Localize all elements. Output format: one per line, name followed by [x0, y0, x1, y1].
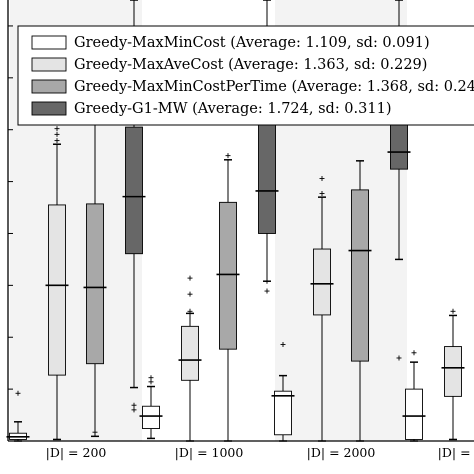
plot-frame	[7, 0, 474, 442]
outlier-marker	[225, 153, 231, 159]
box-iqr	[86, 203, 104, 365]
legend-label-greedy-g1-mw: Greedy-G1-MW (Average: 1.724, sd: 0.311)	[74, 101, 391, 117]
outlier-marker	[280, 341, 286, 347]
legend-swatch-greedy-g1-mw	[31, 101, 67, 116]
box-iqr	[125, 126, 143, 255]
outlier-marker	[411, 350, 417, 356]
box-greedy-maxmincostpertime-d-2000	[348, 160, 372, 442]
legend-swatch-greedy-maxavecost	[31, 57, 67, 72]
box-iqr	[142, 405, 160, 429]
box-greedy-maxmincostpertime-d-1000	[216, 153, 240, 442]
box-iqr	[405, 388, 423, 440]
outlier-marker	[92, 429, 98, 435]
legend-label-greedy-maxavecost: Greedy-MaxAveCost (Average: 1.363, sd: 0…	[74, 57, 427, 73]
outlier-marker	[54, 126, 60, 132]
series-greedy-maxmincost	[6, 341, 426, 442]
outlier-marker	[54, 131, 60, 137]
outlier-marker	[264, 288, 270, 294]
box-iqr	[48, 204, 66, 376]
box-greedy-maxmincost-d-5000	[402, 350, 426, 442]
legend-label-greedy-maxmincost: Greedy-MaxMinCost (Average: 1.109, sd: 0…	[74, 35, 430, 51]
outlier-marker	[396, 355, 402, 361]
legend: Greedy-MaxMinCost (Average: 1.109, sd: 0…	[17, 25, 474, 126]
box-greedy-maxmincost-d-200	[6, 390, 30, 442]
outlier-marker	[264, 278, 270, 284]
group-label-d-200: |D| = 200	[46, 445, 107, 460]
group-label-d-5000: |D| = 5000	[438, 445, 474, 460]
group-labels: |D| = 200 |D| = 1000 |D| = 2000 |D| = 5000	[46, 445, 474, 460]
legend-swatch-greedy-maxmincostpertime	[31, 79, 67, 94]
box-greedy-maxavecost-d-1000	[178, 275, 202, 442]
box-greedy-maxmincostpertime-d-200	[83, 69, 107, 438]
box-greedy-maxavecost-d-5000	[441, 308, 465, 441]
outlier-marker	[15, 390, 21, 396]
box-iqr	[313, 248, 331, 316]
outlier-marker	[187, 275, 193, 281]
outlier-marker	[450, 308, 456, 314]
box-greedy-maxmincost-d-1000	[139, 375, 163, 440]
box-greedy-maxavecost-d-2000	[310, 119, 334, 442]
outlier-marker	[54, 138, 60, 144]
legend-swatch-greedy-maxmincost	[31, 35, 67, 50]
box-iqr	[274, 390, 292, 436]
series-greedy-maxavecost	[45, 119, 465, 442]
group-label-d-1000: |D| = 1000	[175, 445, 244, 460]
outlier-marker	[131, 407, 137, 413]
box-iqr	[444, 346, 462, 397]
box-iqr	[181, 325, 199, 381]
outlier-marker	[319, 191, 325, 197]
group-label-d-2000: |D| = 2000	[307, 445, 376, 460]
series-greedy-maxmincostpertime	[83, 69, 372, 442]
outlier-marker	[148, 375, 154, 381]
box-iqr	[219, 201, 237, 350]
box-iqr	[351, 189, 369, 362]
outlier-marker	[187, 291, 193, 297]
box-greedy-maxavecost-d-200	[45, 126, 69, 441]
legend-box	[17, 25, 474, 126]
outlier-marker	[187, 308, 193, 314]
legend-label-greedy-maxmincostpertime: Greedy-MaxMinCostPerTime (Average: 1.368…	[74, 79, 474, 95]
outlier-marker	[319, 175, 325, 181]
outlier-marker	[131, 402, 137, 408]
box-iqr	[258, 119, 276, 234]
box-greedy-maxmincost-d-2000	[271, 341, 295, 442]
